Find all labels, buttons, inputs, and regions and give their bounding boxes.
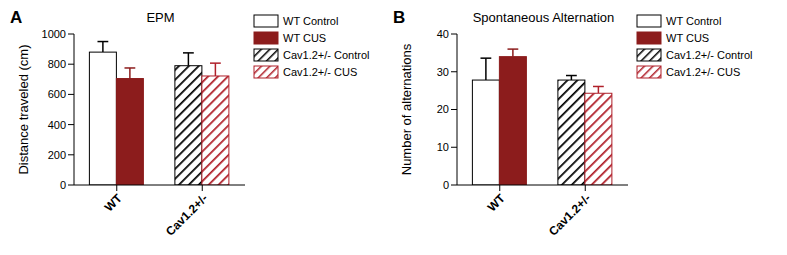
html-text:WT CUS: WT CUS	[283, 32, 327, 44]
html-text:Cav1.2+/- CUS: Cav1.2+/- CUS	[666, 66, 741, 78]
svg-text:0: 0	[60, 179, 66, 191]
html-text:B: B	[393, 8, 406, 27]
svg-text:WT: WT	[485, 191, 509, 215]
svg-text:400: 400	[48, 119, 66, 131]
svg-text:20: 20	[437, 103, 449, 115]
svg-text:Number of alternations: Number of alternations	[399, 43, 414, 175]
html-text:Spontaneous Alternation: Spontaneous Alternation	[472, 10, 615, 25]
svg-text:WT: WT	[102, 191, 126, 215]
html-text:WT Control: WT Control	[666, 15, 722, 27]
svg-text:200: 200	[48, 149, 66, 161]
svg-text:600: 600	[48, 88, 66, 100]
svg-text:Distance traveled (cm): Distance traveled (cm)	[16, 44, 31, 174]
html-text:WT CUS: WT CUS	[666, 32, 710, 44]
html-text:WT Control: WT Control	[283, 15, 339, 27]
svg-text:10: 10	[437, 141, 449, 153]
html-text:Cav1.2+/- Control: Cav1.2+/- Control	[283, 49, 370, 61]
svg-text:0: 0	[443, 179, 449, 191]
svg-text:1000: 1000	[42, 28, 66, 40]
html-text:A: A	[10, 8, 23, 27]
svg-text:Cav1.2+/-: Cav1.2+/-	[163, 191, 210, 238]
html-text:Cav1.2+/- CUS: Cav1.2+/- CUS	[283, 66, 358, 78]
svg-text:40: 40	[437, 28, 449, 40]
html-text:EPM: EPM	[146, 10, 175, 25]
html-text:Cav1.2+/- Control: Cav1.2+/- Control	[666, 49, 753, 61]
svg-text:800: 800	[48, 58, 66, 70]
svg-text:Cav1.2+/-: Cav1.2+/-	[546, 191, 593, 238]
svg-text:30: 30	[437, 66, 449, 78]
